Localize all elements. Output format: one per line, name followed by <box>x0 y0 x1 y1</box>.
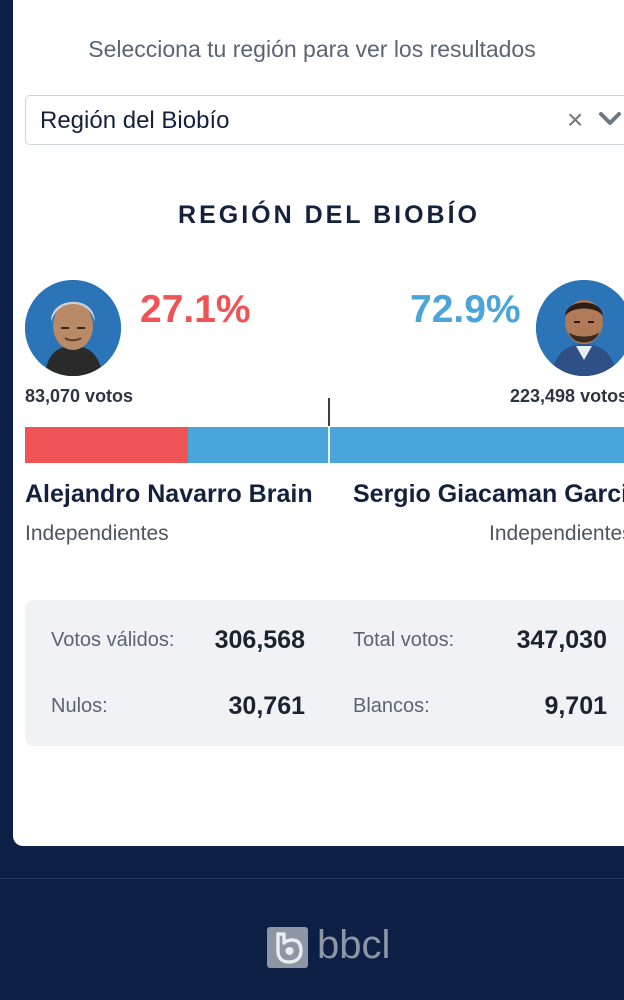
region-title: REGIÓN DEL BIOBÍO <box>178 201 480 229</box>
chevron-down-icon[interactable] <box>598 110 622 133</box>
region-prompt: Selecciona tu región para ver los result… <box>88 36 536 62</box>
candidate-left-avatar <box>25 280 121 376</box>
blank-votes-value: 9,701 <box>544 692 607 720</box>
candidate-left-percent: 27.1% <box>140 288 251 331</box>
candidate-right-name: Sergio Giacaman Garcia <box>353 480 624 508</box>
total-votes-value: 347,030 <box>516 626 607 654</box>
majority-marker <box>328 398 330 426</box>
clear-icon[interactable]: × <box>567 104 584 135</box>
valid-votes-label: Votos válidos: <box>51 629 175 651</box>
null-votes-value: 30,761 <box>228 692 305 720</box>
candidate-right-avatar <box>536 280 624 376</box>
footer-divider <box>0 878 624 879</box>
vote-share-left-fill <box>25 427 188 463</box>
region-select-value: Región del Biobío <box>40 107 230 134</box>
valid-votes-value: 306,568 <box>214 626 305 654</box>
bbcl-logo-icon <box>267 927 308 968</box>
candidate-left-votes: 83,070 votos <box>25 386 134 406</box>
stats-panel: Votos válidos: 306,568 Total votos: 347,… <box>25 600 624 746</box>
bbcl-logo-text: bbcl <box>317 923 391 967</box>
region-select[interactable]: Región del Biobío × <box>25 95 624 145</box>
vote-share-midpoint <box>328 427 330 463</box>
candidate-left-name: Alejandro Navarro Brain <box>25 480 313 508</box>
blank-votes-label: Blancos: <box>353 695 430 717</box>
results-card: Selecciona tu región para ver los result… <box>13 0 624 846</box>
candidate-right-votes: 223,498 votos <box>510 386 624 406</box>
candidate-left-party: Independientes <box>25 522 169 545</box>
total-votes-label: Total votos: <box>353 629 455 651</box>
candidate-right-party: Independientes <box>489 522 624 545</box>
null-votes-label: Nulos: <box>51 695 108 717</box>
candidate-right-percent: 72.9% <box>410 288 521 331</box>
vote-share-bar <box>25 427 624 463</box>
